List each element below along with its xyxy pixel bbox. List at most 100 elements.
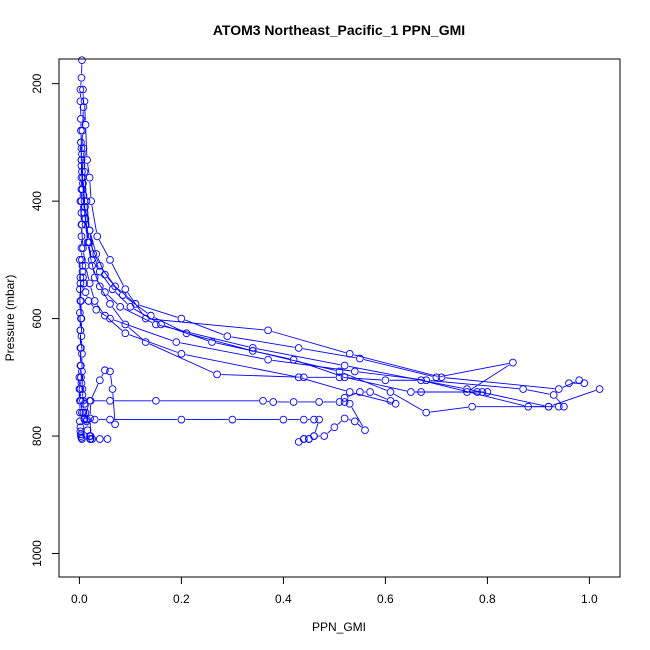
series-line-segment bbox=[98, 239, 109, 257]
series-line-segment bbox=[430, 380, 519, 390]
data-point bbox=[177, 415, 186, 424]
data-point bbox=[108, 285, 117, 294]
data-point bbox=[92, 250, 101, 258]
data-point bbox=[554, 402, 563, 411]
data-point bbox=[78, 349, 86, 358]
series-line-segment bbox=[84, 175, 87, 197]
data-point bbox=[269, 398, 278, 406]
data-point bbox=[422, 408, 431, 417]
data-point bbox=[299, 415, 308, 424]
data-point bbox=[279, 415, 288, 424]
data-point bbox=[172, 338, 181, 346]
series-line-segment bbox=[221, 374, 300, 378]
profile-series bbox=[79, 144, 492, 396]
data-point bbox=[116, 302, 125, 311]
data-point bbox=[76, 396, 84, 405]
series-line-segment bbox=[87, 246, 92, 262]
data-point bbox=[76, 97, 85, 106]
data-point bbox=[473, 388, 482, 396]
data-point bbox=[361, 426, 369, 435]
data-point bbox=[350, 367, 359, 376]
chart-title: ATOM3 Northeast_Pacific_1 PPN_GMI bbox=[213, 22, 465, 38]
data-point bbox=[118, 291, 127, 299]
data-point bbox=[79, 191, 88, 200]
series-line-segment bbox=[107, 294, 118, 305]
series-line-segment bbox=[552, 390, 596, 406]
data-point bbox=[95, 282, 104, 291]
series-line-segment bbox=[348, 377, 407, 392]
data-point bbox=[340, 414, 349, 423]
series-line-segment bbox=[107, 318, 123, 331]
data-point bbox=[77, 332, 86, 341]
series-line-segment bbox=[93, 269, 99, 283]
data-point bbox=[335, 367, 344, 376]
data-point bbox=[299, 373, 308, 382]
series-line-segment bbox=[84, 105, 86, 121]
y-tick-label: 800 bbox=[30, 426, 44, 446]
data-point bbox=[350, 417, 359, 426]
data-point bbox=[463, 385, 471, 393]
data-point bbox=[437, 373, 446, 382]
data-point bbox=[106, 415, 114, 424]
series-line-segment bbox=[348, 365, 463, 389]
y-tick-label: 1000 bbox=[30, 540, 44, 567]
data-point bbox=[86, 396, 95, 405]
series-line-segment bbox=[133, 308, 158, 323]
data-point bbox=[294, 344, 303, 352]
data-point bbox=[340, 398, 349, 406]
profile-series bbox=[76, 197, 400, 446]
series-line-segment bbox=[82, 111, 84, 127]
data-point bbox=[208, 338, 216, 346]
series-line-segment bbox=[111, 263, 124, 286]
data-point bbox=[575, 376, 584, 385]
series-line-segment bbox=[216, 342, 290, 360]
data-point bbox=[340, 361, 349, 370]
data-point bbox=[76, 85, 85, 94]
data-point bbox=[76, 285, 84, 294]
series-line-segment bbox=[154, 317, 183, 332]
data-point bbox=[213, 370, 221, 379]
series-line-segment bbox=[353, 354, 438, 377]
data-point bbox=[77, 220, 86, 229]
series-line-segment bbox=[96, 304, 103, 313]
data-point bbox=[228, 415, 237, 424]
series-line-segment bbox=[149, 318, 264, 331]
series-line-segment bbox=[128, 326, 143, 340]
series-line-segment bbox=[101, 289, 109, 301]
series-line-segment bbox=[348, 393, 357, 397]
data-point bbox=[289, 398, 298, 406]
series-line-segment bbox=[440, 362, 509, 377]
data-point bbox=[264, 326, 272, 335]
x-tick-label: 0.2 bbox=[173, 592, 190, 606]
x-tick-label: 0.4 bbox=[275, 592, 292, 606]
data-point bbox=[549, 391, 558, 399]
data-point bbox=[126, 302, 135, 311]
data-point bbox=[77, 244, 86, 252]
y-axis: 200 400 600 800 1000 bbox=[30, 73, 60, 567]
series-line-segment bbox=[81, 175, 84, 192]
profile-series bbox=[80, 97, 589, 393]
data-point bbox=[345, 399, 354, 408]
data-point bbox=[335, 398, 344, 406]
data-point bbox=[76, 326, 85, 335]
data-point bbox=[83, 238, 92, 247]
series-line-segment bbox=[470, 364, 510, 391]
series-line-segment bbox=[256, 351, 336, 371]
data-point bbox=[77, 232, 86, 241]
data-point bbox=[386, 396, 395, 405]
data-point bbox=[111, 420, 119, 429]
data-point bbox=[381, 376, 390, 385]
series-line-segment bbox=[180, 342, 265, 360]
data-point bbox=[524, 402, 533, 411]
data-point bbox=[315, 398, 323, 406]
series-line-segment bbox=[351, 407, 364, 427]
data-point bbox=[77, 361, 85, 370]
data-point bbox=[81, 120, 90, 129]
data-point bbox=[182, 329, 191, 338]
data-point bbox=[468, 402, 476, 411]
data-point bbox=[90, 297, 99, 305]
series-line-segment bbox=[85, 404, 89, 416]
series-line-segment bbox=[164, 325, 209, 342]
profile-series bbox=[75, 373, 112, 443]
data-point bbox=[78, 167, 86, 176]
